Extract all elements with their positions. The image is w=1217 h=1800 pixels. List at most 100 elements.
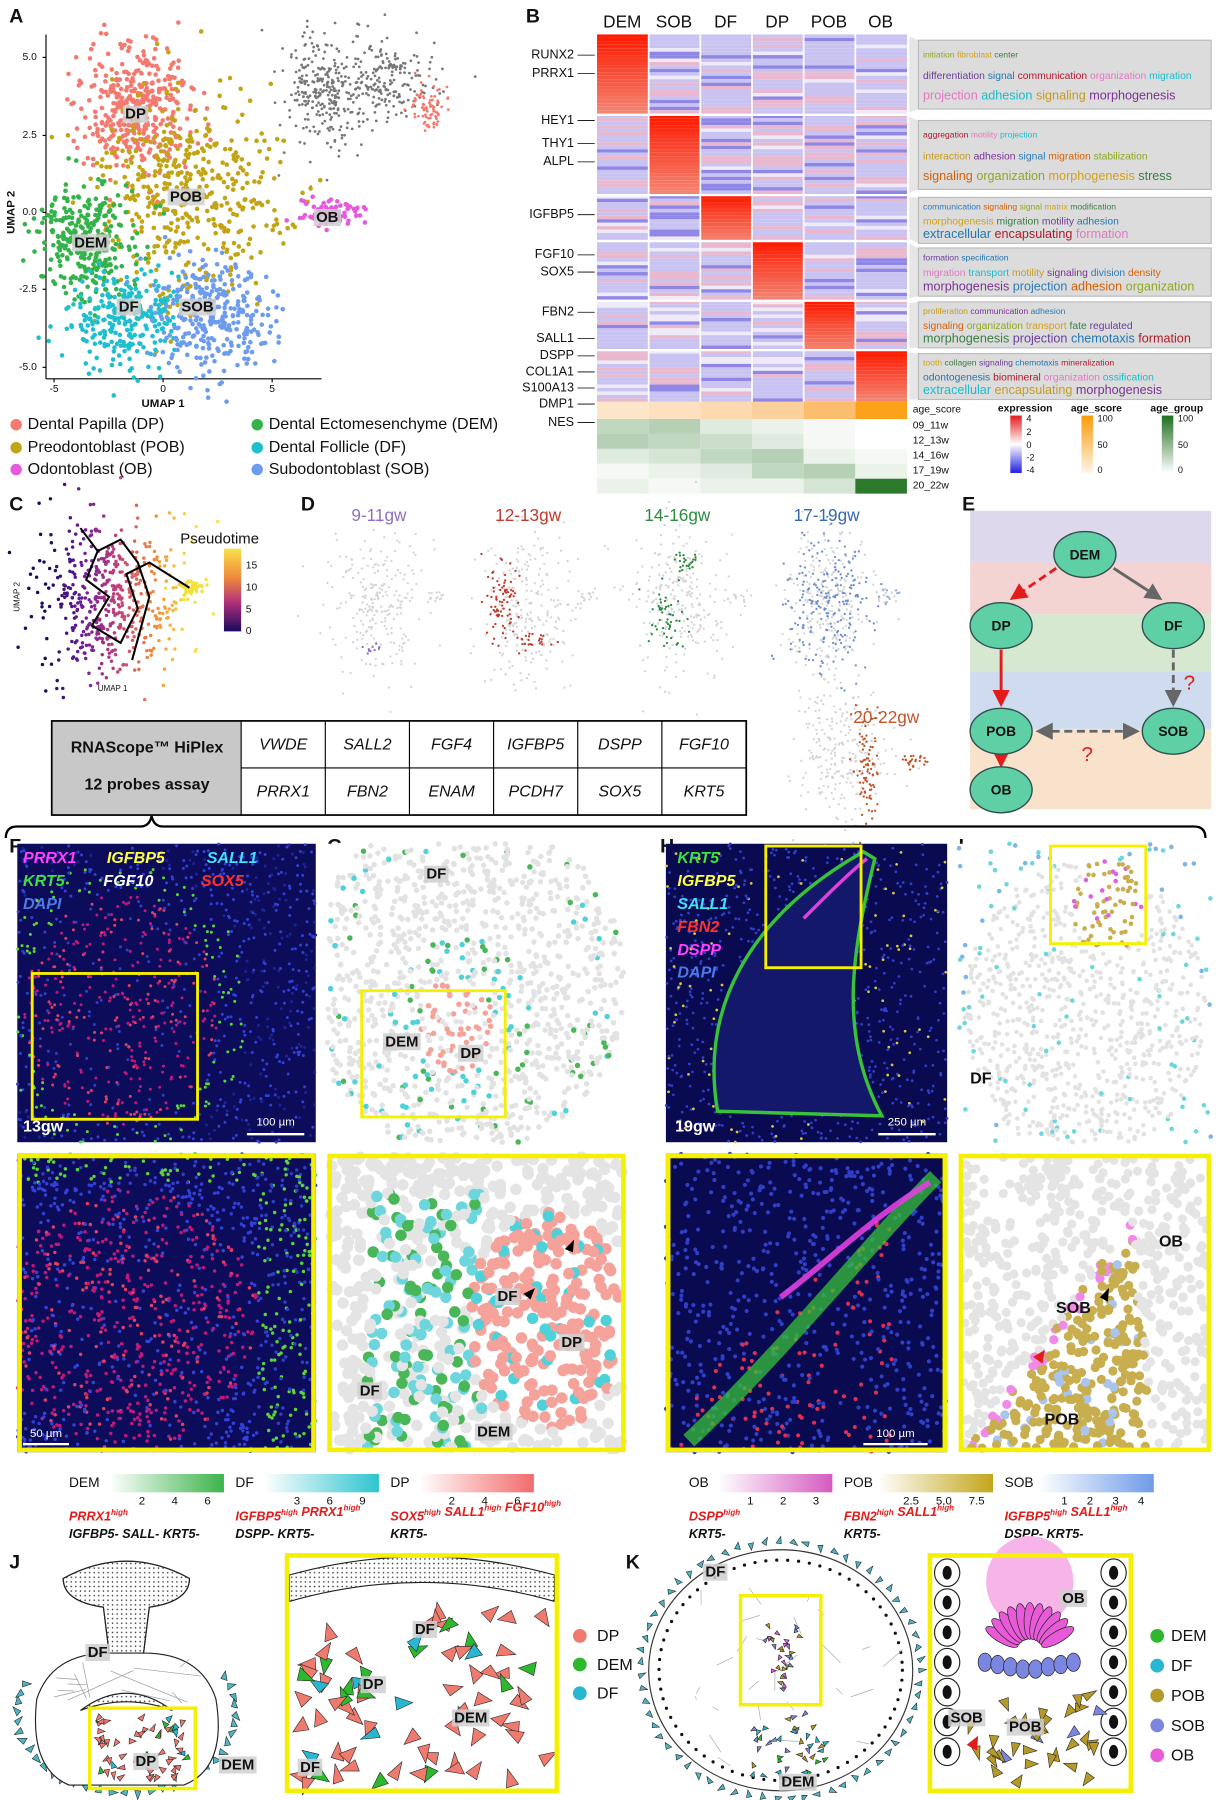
heatmap-cell bbox=[752, 354, 804, 357]
cell-dot bbox=[332, 128, 335, 131]
cell-dot bbox=[110, 660, 113, 663]
heatmap-cell bbox=[804, 142, 856, 145]
heatmap-cell bbox=[700, 205, 752, 208]
heatmap-cell bbox=[649, 251, 701, 254]
cell-dot bbox=[98, 95, 103, 100]
cell-dot bbox=[684, 559, 686, 561]
cell-dot bbox=[506, 640, 508, 642]
cell-dot bbox=[387, 116, 390, 119]
cell-dot bbox=[490, 606, 492, 608]
go-term: fibroblast bbox=[957, 50, 992, 60]
cell-dot bbox=[168, 511, 171, 514]
cell-dot bbox=[693, 616, 695, 618]
heatmap-cell bbox=[855, 346, 907, 349]
cell-dot bbox=[395, 653, 397, 655]
heatmap-cell bbox=[649, 269, 701, 272]
cell-dot bbox=[516, 650, 518, 652]
cell-dot bbox=[202, 339, 207, 344]
cell-dot bbox=[148, 541, 151, 544]
cell-dot bbox=[666, 642, 668, 644]
cell-dot bbox=[525, 577, 527, 579]
cell-dot bbox=[167, 607, 170, 610]
go-term: division bbox=[1091, 268, 1126, 279]
cell-dot bbox=[700, 619, 702, 621]
cell-dot bbox=[32, 567, 35, 570]
cell-dot bbox=[844, 580, 846, 582]
cell-dot bbox=[222, 305, 227, 310]
cell-dot bbox=[91, 163, 96, 168]
heatmap-cell bbox=[752, 223, 804, 226]
cell-dot bbox=[224, 399, 229, 404]
panel-letter: C bbox=[9, 493, 23, 515]
cell-dot bbox=[153, 348, 158, 353]
cell-dot bbox=[201, 177, 206, 182]
cell-dot bbox=[176, 253, 181, 258]
cell-dot bbox=[850, 600, 852, 602]
heatmap-cell bbox=[597, 142, 649, 145]
cell-dot bbox=[332, 638, 334, 640]
age-group-cell bbox=[804, 464, 856, 479]
cell-dot bbox=[375, 120, 378, 123]
heatmap-cell bbox=[597, 226, 649, 229]
cell-dot bbox=[365, 588, 367, 590]
cell-dot bbox=[852, 632, 854, 634]
cell-dot bbox=[71, 101, 76, 106]
cell-dot bbox=[231, 187, 236, 192]
cell-dot bbox=[430, 56, 433, 59]
cell-dot bbox=[374, 563, 376, 565]
cell-dot bbox=[50, 228, 55, 233]
cell-dot bbox=[181, 335, 186, 340]
cell-dot bbox=[164, 249, 169, 254]
cell-dot bbox=[205, 143, 210, 148]
cell-dot bbox=[533, 681, 535, 683]
cell-dot bbox=[191, 588, 194, 591]
cell-dot bbox=[263, 341, 268, 346]
heatmap-cell bbox=[752, 325, 804, 328]
cell-dot bbox=[834, 655, 836, 657]
cell-dot bbox=[175, 225, 180, 230]
cell-dot bbox=[337, 89, 340, 92]
cell-dot bbox=[146, 252, 151, 257]
cell-dot bbox=[294, 92, 297, 95]
cell-dot bbox=[836, 687, 838, 689]
cell-dot bbox=[365, 92, 368, 95]
cell-dot bbox=[367, 75, 370, 78]
cell-dot bbox=[552, 638, 554, 640]
cell-dot bbox=[247, 162, 252, 167]
cell-dot bbox=[222, 282, 227, 287]
cell-dot bbox=[65, 255, 70, 260]
cell-dot bbox=[433, 41, 436, 44]
cell-dot bbox=[67, 552, 70, 555]
cell-dot bbox=[101, 304, 106, 309]
cell-dot bbox=[504, 596, 506, 598]
heatmap-cell bbox=[649, 163, 701, 166]
cell-dot bbox=[365, 594, 367, 596]
cell-dot bbox=[135, 504, 138, 507]
cell-dot bbox=[368, 606, 370, 608]
go-connector bbox=[909, 117, 918, 193]
cell-dot bbox=[236, 344, 241, 349]
cell-dot bbox=[347, 92, 350, 95]
heatmap-cell bbox=[700, 398, 752, 401]
cell-dot bbox=[63, 188, 68, 193]
cell-dot bbox=[639, 644, 641, 646]
cell-dot bbox=[230, 278, 235, 283]
cell-dot bbox=[157, 236, 162, 241]
cell-dot bbox=[401, 646, 403, 648]
cell-dot bbox=[99, 299, 104, 304]
cell-dot bbox=[193, 108, 198, 113]
cell-dot bbox=[414, 99, 417, 102]
cell-dot bbox=[695, 550, 697, 552]
cell-dot bbox=[306, 113, 309, 116]
heatmap-cell bbox=[804, 34, 856, 37]
legend-label: Dental Ectomesenchyme (DEM) bbox=[269, 415, 498, 433]
cell-dot bbox=[153, 558, 156, 561]
cell-dot bbox=[346, 122, 349, 125]
cell-dot bbox=[637, 571, 639, 573]
heatmap-cell bbox=[752, 90, 804, 93]
heatmap-cell bbox=[649, 86, 701, 89]
cell-dot bbox=[407, 564, 409, 566]
cell-dot bbox=[122, 349, 127, 354]
cell-dot bbox=[118, 203, 123, 208]
cell-dot bbox=[303, 31, 306, 34]
